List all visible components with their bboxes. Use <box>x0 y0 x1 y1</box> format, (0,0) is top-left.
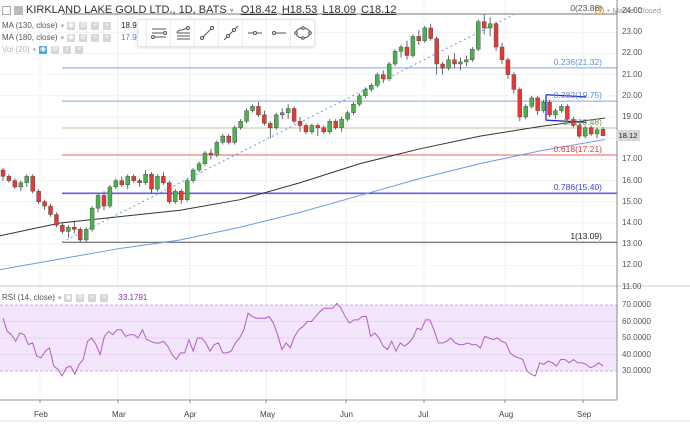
ma130-legend: MA (130, close) ▾ ◉ ⚙ + × 18.9361 <box>2 21 150 30</box>
add-icon[interactable]: + <box>63 45 72 54</box>
horizontal-ray-tool-icon[interactable] <box>242 20 266 46</box>
ma130-value: 18.9361 <box>121 21 151 30</box>
price-axis-tick: 15.00 <box>622 196 643 206</box>
symbol-dropdown-icon[interactable]: ▾ <box>229 5 234 15</box>
symbol-flag-icon <box>14 5 23 15</box>
extended-line-tool-icon[interactable] <box>218 20 242 46</box>
symbol-title[interactable]: KIRKLAND LAKE GOLD LTD., 1D, BATS <box>26 4 227 16</box>
add-icon[interactable]: + <box>91 33 100 42</box>
drag-handle-icon[interactable]: ⋮⋮ <box>135 30 149 37</box>
fib-level-label: 0.5(18.48) <box>563 117 602 128</box>
market-status-text: Market Closed <box>612 6 661 15</box>
settings-icon[interactable]: ⚙ <box>79 21 88 30</box>
visibility-icon[interactable]: ◉ <box>67 21 76 30</box>
time-axis-tick: May <box>260 410 276 419</box>
fib-level-label: 0(23.86) <box>570 2 602 13</box>
add-icon[interactable]: + <box>88 293 97 302</box>
ohlc-high: H18.53 <box>281 4 318 16</box>
price-axis-tick: 17.00 <box>622 154 643 164</box>
rsi-axis-tick: 50.0000 <box>622 333 651 342</box>
time-axis-tick: Jun <box>340 410 353 419</box>
price-axis-tick: 19.00 <box>622 112 643 121</box>
rsi-legend: RSI (14, close) ▾ ◉ ⚙ + × 33.1791 <box>2 293 147 302</box>
symbol-header: KIRKLAND LAKE GOLD LTD., 1D, BATS ▾ O18.… <box>2 4 396 16</box>
settings-icon[interactable]: ⚙ <box>79 33 88 42</box>
chevron-down-icon[interactable]: ▾ <box>60 34 65 42</box>
fib-level-label: 0.236(21.32) <box>553 56 602 67</box>
price-axis-tick: 20.00 <box>622 90 643 100</box>
close-icon[interactable]: × <box>100 293 109 302</box>
ellipse-tool-icon[interactable] <box>290 20 314 46</box>
market-status: ! • Market Closed <box>595 6 661 15</box>
settings-icon[interactable]: ⚙ <box>51 45 60 54</box>
fib-retracement-tool-icon[interactable] <box>170 20 194 46</box>
ohlc-open: O18.42 <box>240 4 277 16</box>
time-axis-tick: Jul <box>418 410 429 419</box>
rsi-axis-tick: 70.0000 <box>622 300 651 309</box>
price-axis-tick: 21.00 <box>622 69 643 79</box>
ray-tool-icon[interactable] <box>266 20 290 46</box>
add-icon[interactable]: + <box>91 21 100 30</box>
volume-label[interactable]: Vol (20) <box>2 45 30 54</box>
rsi-axis-tick: 40.0000 <box>622 349 651 359</box>
horizontal-lines-tool-icon[interactable] <box>146 20 170 46</box>
price-axis-tick: 22.00 <box>622 48 643 58</box>
market-dot-icon: • <box>607 6 610 15</box>
time-axis-tick: Mar <box>112 410 126 419</box>
ohlc-close: C18.12 <box>360 4 397 16</box>
chevron-down-icon[interactable]: ▾ <box>57 294 62 302</box>
ma180-value: 17.9427 <box>121 33 151 42</box>
ohlc-low: L18.09 <box>322 4 356 16</box>
fib-level-label: 0.618(17.21) <box>553 143 602 154</box>
rsi-value: 33.1791 <box>118 293 148 302</box>
rsi-axis-tick: 60.0000 <box>622 316 651 326</box>
close-icon[interactable]: × <box>103 33 112 42</box>
price-axis-tick: 12.00 <box>622 260 643 270</box>
volume-legend: Vol (20) ▾ ◉ ⚙ + × <box>2 45 84 54</box>
time-axis-tick: Feb <box>34 410 48 419</box>
price-axis-tick: 13.00 <box>622 239 643 249</box>
price-axis-tick: 24.00 <box>622 6 643 15</box>
fib-level-label: 0.786(15.40) <box>553 182 602 193</box>
warning-icon[interactable]: ! <box>595 6 604 15</box>
price-axis-tick: 11.00 <box>622 281 642 291</box>
ma180-legend: MA (180, close) ▾ ◉ ⚙ + × 17.9427 <box>2 33 150 42</box>
price-axis-tick: 14.00 <box>622 218 643 227</box>
chevron-down-icon[interactable]: ▾ <box>60 22 65 30</box>
fib-level-label: 0.382(19.75) <box>553 90 602 101</box>
time-axis-tick: Aug <box>499 410 514 419</box>
settings-icon[interactable]: ⚙ <box>76 293 85 302</box>
fib-level-label: 1(13.09) <box>570 231 602 242</box>
rsi-label[interactable]: RSI (14, close) <box>2 293 55 302</box>
chevron-down-icon[interactable]: ▾ <box>32 46 37 54</box>
rsi-axis-tick: 30.0000 <box>622 366 651 375</box>
time-axis-tick: Apr <box>184 410 197 419</box>
collapse-icon[interactable] <box>2 5 11 15</box>
visibility-icon[interactable]: ◉ <box>67 33 76 42</box>
current-price-tag: 18.12 <box>616 130 640 141</box>
visibility-icon[interactable]: ◉ <box>39 45 48 54</box>
ma130-label[interactable]: MA (130, close) <box>2 21 58 30</box>
drawing-toolbar: ⋮⋮ <box>135 19 315 47</box>
price-axis-tick: 16.00 <box>622 175 643 185</box>
trend-line-tool-icon[interactable] <box>194 20 218 46</box>
close-icon[interactable]: × <box>75 45 84 54</box>
close-icon[interactable]: × <box>103 21 112 30</box>
visibility-icon[interactable]: ◉ <box>64 293 73 302</box>
ma180-label[interactable]: MA (180, close) <box>2 33 58 42</box>
price-axis-tick: 23.00 <box>622 27 643 37</box>
time-axis-tick: Sep <box>577 410 592 419</box>
